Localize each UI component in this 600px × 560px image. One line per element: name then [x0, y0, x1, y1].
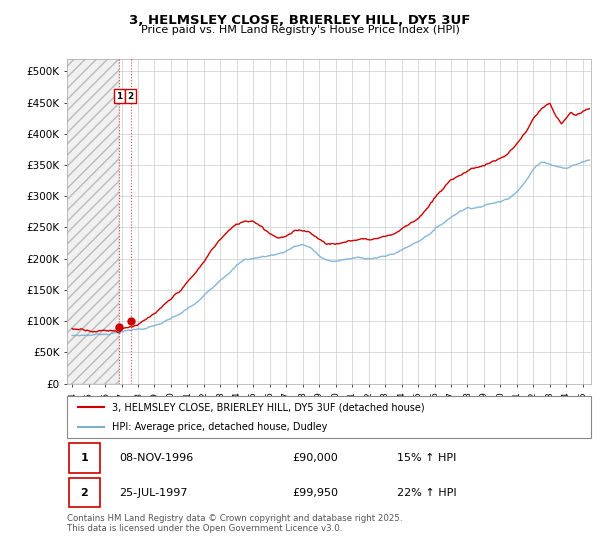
Bar — [69, 478, 100, 507]
Text: 08-NOV-1996: 08-NOV-1996 — [119, 453, 194, 463]
Text: 22% ↑ HPI: 22% ↑ HPI — [397, 488, 457, 498]
Text: 1: 1 — [80, 453, 88, 463]
Text: £90,000: £90,000 — [292, 453, 338, 463]
Text: Contains HM Land Registry data © Crown copyright and database right 2025.
This d: Contains HM Land Registry data © Crown c… — [67, 514, 403, 534]
Text: 3, HELMSLEY CLOSE, BRIERLEY HILL, DY5 3UF: 3, HELMSLEY CLOSE, BRIERLEY HILL, DY5 3U… — [130, 14, 470, 27]
Bar — [69, 444, 100, 473]
Text: 2: 2 — [128, 92, 134, 101]
Text: £99,950: £99,950 — [292, 488, 338, 498]
Bar — [67, 59, 119, 384]
Text: Price paid vs. HM Land Registry's House Price Index (HPI): Price paid vs. HM Land Registry's House … — [140, 25, 460, 35]
Text: 15% ↑ HPI: 15% ↑ HPI — [397, 453, 457, 463]
Text: 25-JUL-1997: 25-JUL-1997 — [119, 488, 188, 498]
Text: 2: 2 — [80, 488, 88, 498]
Text: 3, HELMSLEY CLOSE, BRIERLEY HILL, DY5 3UF (detached house): 3, HELMSLEY CLOSE, BRIERLEY HILL, DY5 3U… — [112, 402, 424, 412]
Text: HPI: Average price, detached house, Dudley: HPI: Average price, detached house, Dudl… — [112, 422, 327, 432]
Text: 1: 1 — [116, 92, 122, 101]
